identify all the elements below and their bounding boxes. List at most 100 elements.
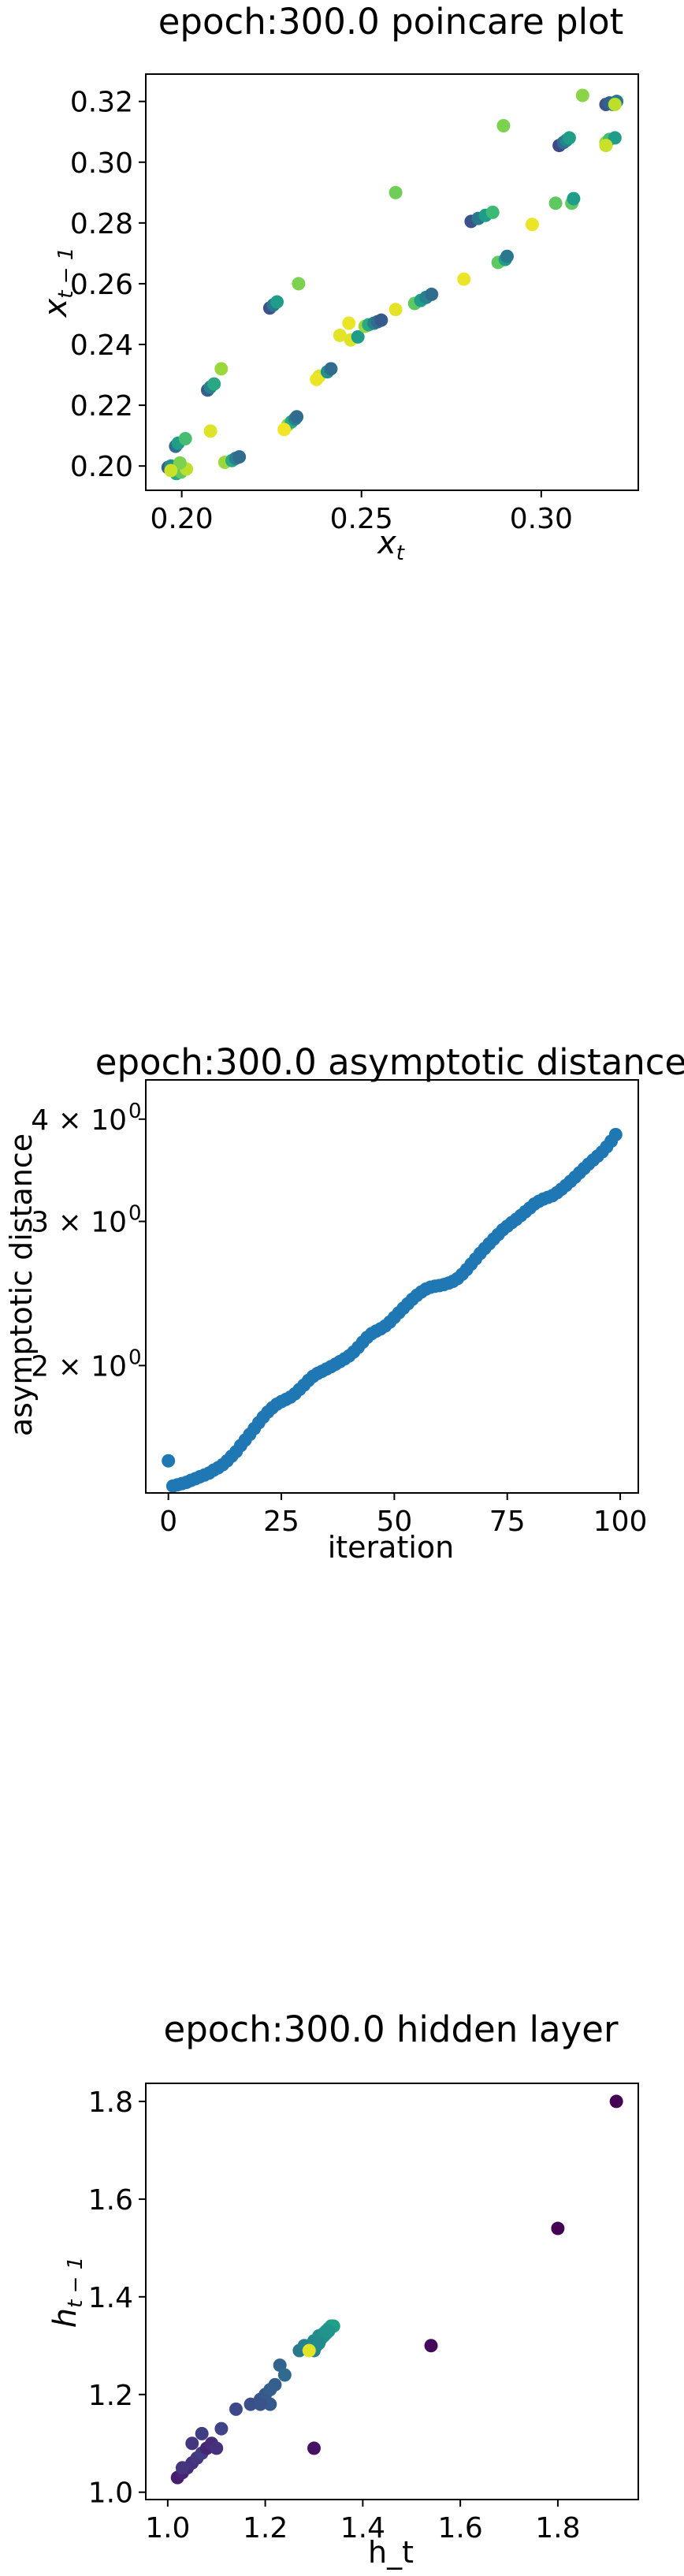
- hidden-layer-y-axis-label: ht − 1: [47, 2257, 87, 2328]
- asymptotic-x-ticks: 0 25 50 75 100: [159, 1493, 647, 1538]
- y-tick-label: 0.26: [70, 269, 133, 301]
- x-tick-label: 0.20: [151, 503, 214, 535]
- hidden-layer-title: epoch:300.0 hidden layer: [164, 2008, 619, 2050]
- data-point: [485, 205, 500, 219]
- poincare-points: [161, 88, 624, 481]
- data-point: [425, 287, 439, 301]
- poincare-y-axis-label: xt − 1: [38, 248, 78, 319]
- x-tick-label: 1.0: [145, 2512, 190, 2544]
- data-point: [164, 463, 178, 478]
- x-tick-label: 1.8: [535, 2512, 580, 2544]
- y-tick-label: 1.2: [88, 2380, 133, 2412]
- data-point: [496, 119, 511, 133]
- data-point: [277, 423, 292, 437]
- x-tick-label: 1.6: [438, 2512, 483, 2544]
- data-point: [548, 196, 563, 210]
- data-point: [302, 2343, 316, 2358]
- x-tick-label: 100: [593, 1506, 648, 1538]
- y-tick-label: 1.0: [88, 2477, 133, 2510]
- y-tick-label: 1.4: [88, 2282, 133, 2314]
- data-point: [290, 410, 304, 424]
- data-point: [162, 1454, 176, 1468]
- poincare-plot-frame: [145, 73, 639, 491]
- y-tick-exponent: 0: [128, 1346, 142, 1369]
- y-tick-label: 4 × 10: [31, 1104, 127, 1137]
- data-point: [277, 2368, 292, 2382]
- x-tick-label: 50: [376, 1506, 412, 1538]
- y-tick-label: 0.30: [70, 147, 133, 180]
- poincare-x-axis-label: xt: [376, 525, 405, 565]
- data-point: [307, 2441, 321, 2455]
- data-point: [333, 328, 347, 342]
- data-point: [424, 2339, 438, 2353]
- data-point: [609, 2094, 623, 2109]
- asymptotic-points: [162, 1127, 623, 1493]
- data-point: [342, 316, 356, 330]
- data-point: [599, 139, 613, 153]
- data-point: [608, 98, 622, 112]
- poincare-chart: epoch:300.0 poincare plot 0.20 0.25 0.30 0…: [38, 1, 639, 565]
- data-point: [310, 372, 324, 386]
- asymptotic-distance-chart: epoch:300.0 asymptotic distance 0 25 50 75 1…: [4, 1041, 684, 1565]
- data-point: [312, 2336, 326, 2351]
- asymptotic-plot-frame: [145, 1079, 639, 1494]
- data-point: [214, 362, 229, 376]
- data-point: [551, 2221, 565, 2235]
- data-point: [567, 192, 581, 206]
- data-point: [195, 2426, 209, 2440]
- x-tick-label: 0: [159, 1506, 177, 1538]
- x-tick-label: 25: [263, 1506, 299, 1538]
- data-point: [500, 249, 514, 263]
- data-point: [324, 362, 338, 376]
- asymptotic-y-ticks: 2 × 10 03 × 10 04 × 10 0: [31, 1100, 146, 1383]
- data-point: [203, 424, 217, 438]
- poincare-x-ticks: 0.20 0.25 0.30: [151, 490, 573, 535]
- data-point: [562, 131, 576, 145]
- y-tick-exponent: 0: [128, 1202, 142, 1226]
- data-point: [388, 185, 403, 199]
- hidden-layer-y-ticks: 1.0 1.2 1.4 1.6 1.8: [88, 2086, 146, 2510]
- data-point: [210, 2441, 224, 2455]
- poincare-y-ticks: 0.20 0.22 0.24 0.26 0.28 0.30 0.32: [70, 87, 146, 483]
- x-tick-label: 75: [489, 1506, 526, 1538]
- svg-text:xt − 1: xt − 1: [38, 248, 78, 319]
- data-point: [229, 2402, 243, 2416]
- x-tick-label: 0.25: [330, 503, 393, 535]
- y-tick-label: 2 × 10: [31, 1350, 127, 1383]
- y-tick-label: 1.8: [88, 2086, 133, 2119]
- y-tick-label: 3 × 10: [31, 1207, 127, 1239]
- data-point: [214, 2422, 229, 2436]
- asymptotic-x-axis-label: iteration: [328, 1530, 455, 1565]
- data-point: [388, 303, 403, 317]
- x-tick-label: 0.30: [510, 503, 573, 535]
- data-point: [575, 88, 589, 102]
- hidden-layer-x-axis-label: h_t: [368, 2535, 414, 2570]
- y-tick-exponent: 0: [128, 1100, 142, 1123]
- data-point: [374, 313, 388, 327]
- y-tick-label: 0.32: [70, 87, 133, 119]
- x-tick-label: 1.4: [340, 2512, 385, 2544]
- data-point: [185, 2436, 199, 2451]
- hidden-layer-points: [170, 2094, 623, 2485]
- asymptotic-y-axis-label: asymptotic distance: [4, 1134, 39, 1436]
- data-point: [608, 1127, 623, 1141]
- svg-text:ht − 1: ht − 1: [47, 2257, 87, 2328]
- data-point: [207, 377, 221, 391]
- x-tick-label: 1.2: [243, 2512, 288, 2544]
- data-point: [525, 218, 539, 232]
- data-point: [173, 456, 187, 470]
- y-tick-label: 0.22: [70, 390, 133, 423]
- data-point: [253, 2397, 267, 2411]
- data-point: [457, 272, 471, 286]
- data-point: [270, 295, 284, 309]
- data-point: [608, 131, 622, 145]
- data-point: [322, 2324, 336, 2338]
- data-point: [292, 277, 306, 291]
- poincare-title: epoch:300.0 poincare plot: [158, 1, 624, 43]
- y-tick-label: 0.28: [70, 208, 133, 240]
- y-tick-label: 0.20: [70, 451, 133, 483]
- hidden-layer-x-ticks: 1.0 1.2 1.4 1.6 1.8: [145, 2500, 581, 2544]
- asymptotic-title: epoch:300.0 asymptotic distance: [95, 1041, 684, 1083]
- hidden-layer-plot-frame: [145, 2083, 639, 2500]
